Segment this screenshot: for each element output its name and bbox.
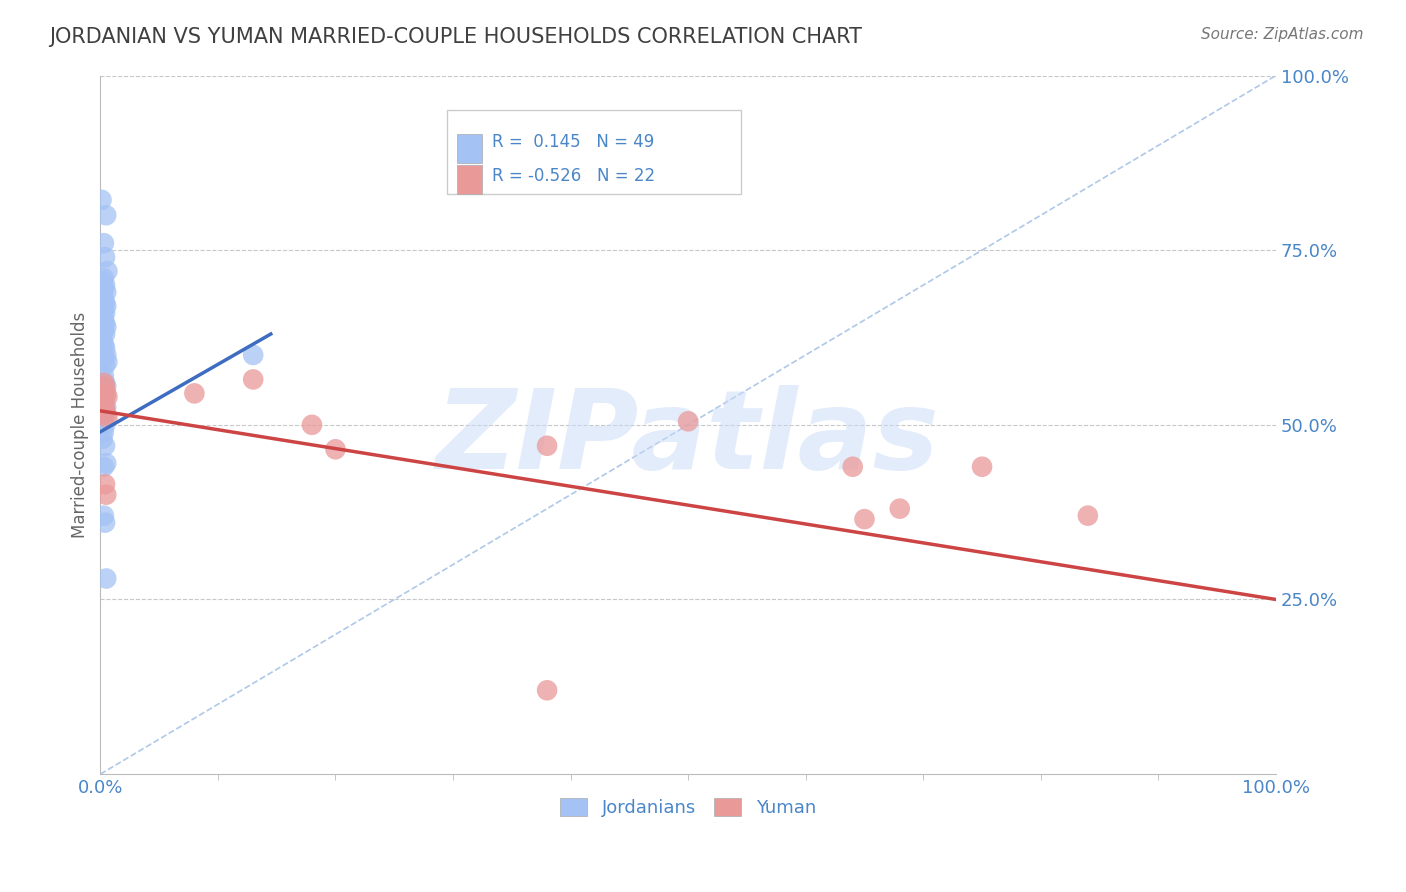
Point bbox=[96, 264, 118, 278]
Point bbox=[94, 326, 117, 341]
Point bbox=[91, 288, 114, 302]
Point bbox=[94, 477, 117, 491]
Point bbox=[536, 683, 558, 698]
Point bbox=[93, 383, 115, 397]
Point bbox=[325, 442, 347, 457]
Point bbox=[91, 310, 114, 324]
Point bbox=[536, 439, 558, 453]
Point bbox=[96, 320, 118, 334]
Point bbox=[93, 397, 115, 411]
Point bbox=[93, 408, 115, 422]
FancyBboxPatch shape bbox=[447, 111, 741, 194]
Point bbox=[676, 414, 699, 428]
Point bbox=[96, 285, 118, 299]
Point bbox=[93, 324, 115, 338]
Point bbox=[94, 516, 117, 530]
Point bbox=[93, 302, 115, 317]
Point bbox=[96, 379, 118, 393]
Point bbox=[94, 278, 117, 293]
Point bbox=[94, 250, 117, 264]
Point bbox=[93, 425, 115, 439]
Text: JORDANIAN VS YUMAN MARRIED-COUPLE HOUSEHOLDS CORRELATION CHART: JORDANIAN VS YUMAN MARRIED-COUPLE HOUSEH… bbox=[49, 27, 862, 46]
Point bbox=[93, 393, 115, 408]
Point bbox=[96, 348, 118, 362]
Point bbox=[96, 488, 118, 502]
Point bbox=[91, 334, 114, 348]
Point bbox=[96, 456, 118, 470]
Point bbox=[91, 275, 114, 289]
Point bbox=[94, 295, 117, 310]
Point bbox=[93, 282, 115, 296]
Point bbox=[96, 572, 118, 586]
Point bbox=[93, 337, 115, 351]
Point bbox=[96, 401, 118, 415]
Point bbox=[94, 317, 117, 331]
Point bbox=[91, 432, 114, 446]
Point bbox=[94, 376, 117, 390]
Bar bbox=[457, 134, 482, 163]
Point bbox=[96, 390, 118, 404]
Point bbox=[242, 348, 264, 362]
Point bbox=[93, 271, 115, 285]
Point bbox=[94, 439, 117, 453]
Y-axis label: Married-couple Households: Married-couple Households bbox=[72, 311, 89, 538]
Point bbox=[94, 359, 117, 373]
Point bbox=[96, 410, 118, 425]
Point bbox=[90, 193, 112, 207]
Point bbox=[889, 501, 911, 516]
Point bbox=[93, 292, 115, 306]
Point bbox=[93, 508, 115, 523]
Point bbox=[94, 306, 117, 320]
Point bbox=[96, 408, 118, 422]
Text: Source: ZipAtlas.com: Source: ZipAtlas.com bbox=[1201, 27, 1364, 42]
Point bbox=[1077, 508, 1099, 523]
Point bbox=[93, 351, 115, 366]
Point bbox=[94, 401, 117, 415]
Point bbox=[93, 313, 115, 327]
Point bbox=[970, 459, 993, 474]
Point bbox=[93, 368, 115, 383]
Point bbox=[96, 299, 118, 313]
Point bbox=[93, 236, 115, 251]
Point bbox=[96, 208, 118, 222]
Point bbox=[94, 404, 117, 418]
Legend: Jordanians, Yuman: Jordanians, Yuman bbox=[553, 790, 823, 824]
Text: R = -0.526   N = 22: R = -0.526 N = 22 bbox=[492, 167, 655, 185]
Point bbox=[94, 341, 117, 355]
Point bbox=[842, 459, 865, 474]
Point bbox=[96, 355, 118, 369]
Point bbox=[301, 417, 323, 432]
Point bbox=[94, 417, 117, 432]
Point bbox=[93, 376, 115, 390]
Point bbox=[853, 512, 876, 526]
Point bbox=[183, 386, 205, 401]
Point bbox=[242, 372, 264, 386]
Point bbox=[93, 459, 115, 474]
Text: ZIPatlas: ZIPatlas bbox=[436, 385, 941, 492]
Point bbox=[96, 386, 118, 401]
Point bbox=[94, 379, 117, 393]
Text: R =  0.145   N = 49: R = 0.145 N = 49 bbox=[492, 133, 654, 152]
Point bbox=[94, 390, 117, 404]
Point bbox=[91, 386, 114, 401]
Bar bbox=[457, 164, 482, 194]
